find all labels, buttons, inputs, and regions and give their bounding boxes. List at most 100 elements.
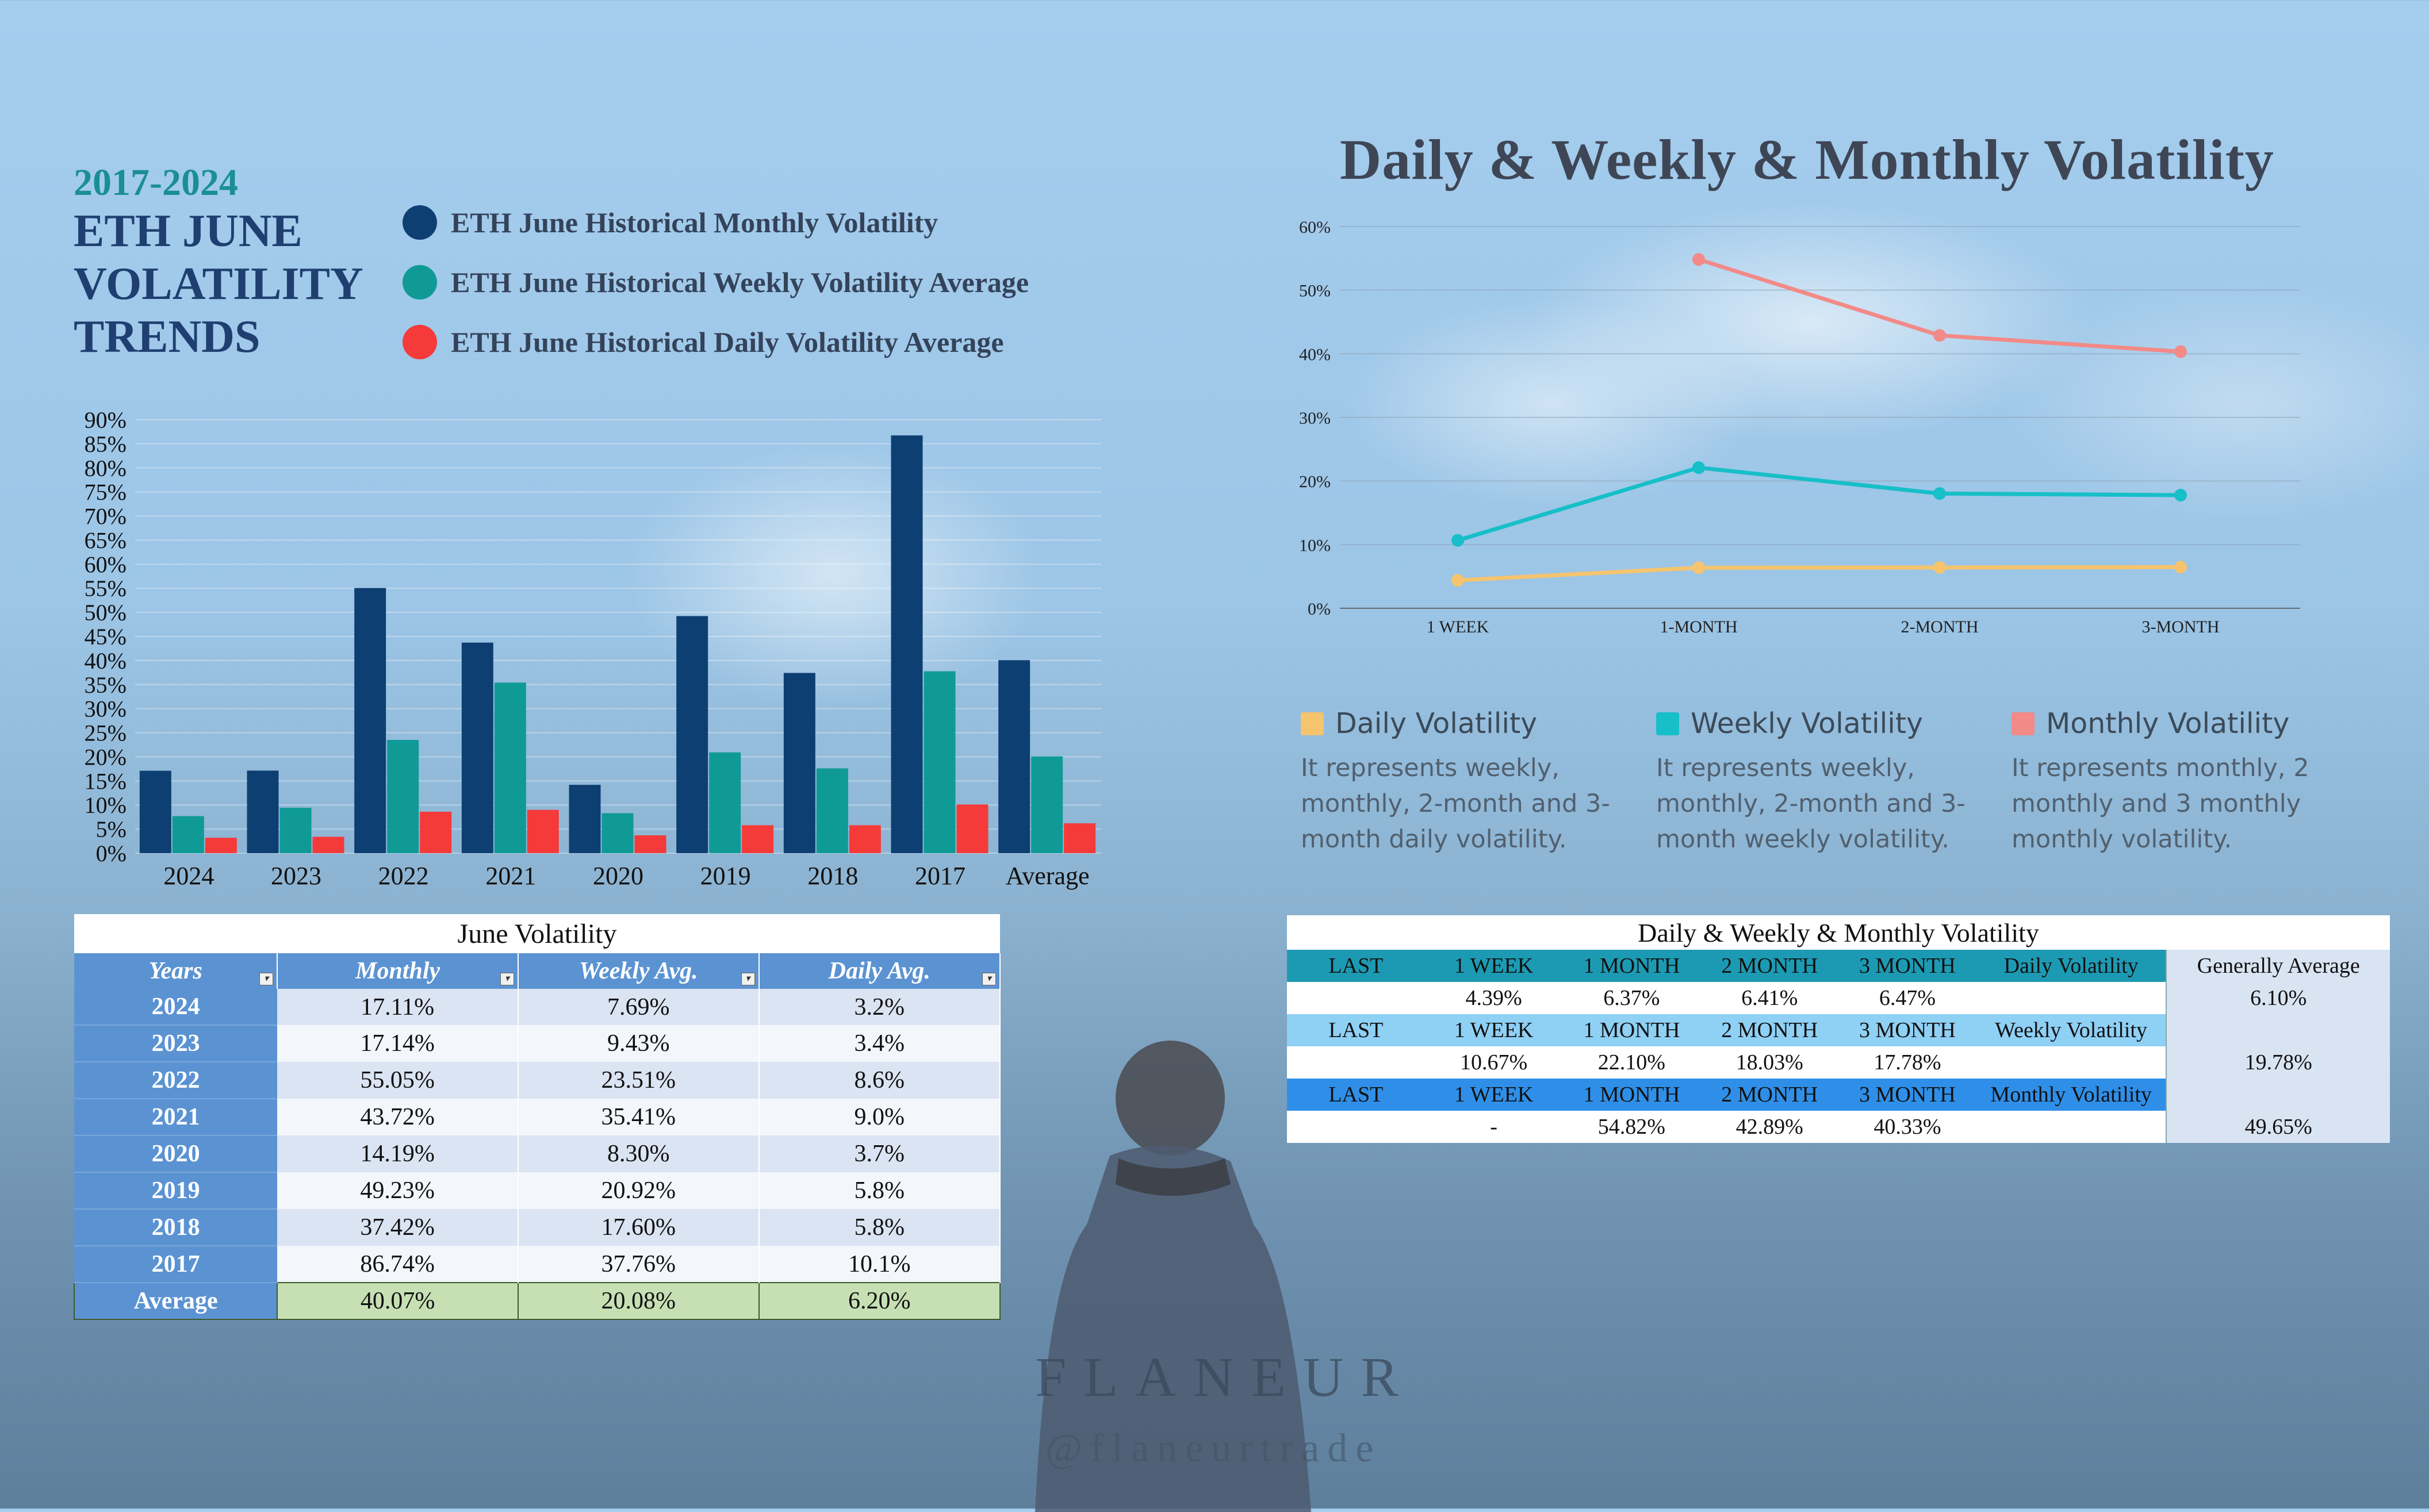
col-header-years-label: Years [148, 958, 202, 984]
table-cell: 1 WEEK [1424, 1079, 1563, 1111]
bar-xtick-label: 2022 [378, 862, 429, 890]
bar-chart: 0%5%10%15%20%25%30%35%40%45%50%55%60%65%… [85, 407, 1101, 890]
table-cell [1976, 1111, 2167, 1143]
bar-xtick-label: 2021 [485, 862, 536, 890]
line-series-weekly [1457, 465, 2181, 543]
bar-weekly [601, 813, 634, 853]
title-line-3: TRENDS [74, 311, 260, 362]
bar-daily [956, 804, 989, 853]
line-legend-weekly-name: Weekly Volatility [1691, 707, 1924, 740]
bar-xtick-label: 2019 [700, 862, 751, 890]
col-header-years[interactable]: Years ▾ [74, 953, 278, 989]
legend-item-daily: ETH June Historical Daily Volatility Ave… [403, 312, 1029, 372]
line-chart: 0% 10% 20% 30% 40% 50% 60% 1 WEEK 1-MONTH 2-MONTH… [1299, 218, 2300, 636]
table-cell: 17.78% [1838, 1046, 1976, 1079]
filter-dropdown-icon[interactable]: ▾ [500, 973, 514, 985]
table-cell [2166, 1079, 2390, 1111]
bar-daily [634, 835, 666, 853]
bar-ytick-label: 90% [85, 407, 127, 433]
table-cell: 10.1% [758, 1246, 1001, 1283]
table-cell: 3 MONTH [1838, 950, 1976, 982]
legend-item-monthly: ETH June Historical Monthly Volatility [403, 193, 1029, 252]
average-cell: 6.20% [758, 1282, 1001, 1320]
bar-xtick-label: 2017 [915, 862, 966, 890]
table-cell: Daily Volatility [1976, 950, 2167, 982]
table-cell: 5.8% [758, 1172, 1001, 1209]
line-legend-monthly-name: Monthly Volatility [2046, 707, 2290, 740]
bar-monthly [139, 770, 171, 853]
bar-ytick-label: 25% [85, 720, 127, 746]
table-cell [1287, 1111, 1425, 1143]
line-point-weekly [2174, 489, 2187, 502]
bar-ytick-label: 55% [85, 575, 127, 601]
bar-monthly [569, 785, 601, 853]
bar-xtick-label: 2020 [593, 862, 643, 890]
bar-ytick-label: 30% [85, 696, 127, 722]
table-cell: 43.72% [277, 1099, 519, 1135]
bar-weekly [494, 682, 526, 853]
table-cell: 35.41% [518, 1099, 760, 1135]
line-xtick-label: 3-MONTH [2142, 617, 2220, 636]
table-cell: 23.51% [518, 1062, 760, 1099]
bar-monthly [783, 673, 815, 853]
table-cell: 6.41% [1700, 982, 1839, 1014]
table-row: 10.67% 22.10% 18.03% 17.78% 19.78% [1287, 1046, 2390, 1079]
row-year: 2021 [74, 1099, 278, 1136]
line-point-daily [1933, 561, 1946, 574]
col-header-weekly[interactable]: Weekly Avg. ▾ [518, 953, 760, 989]
table-cell: 2 MONTH [1700, 950, 1839, 982]
bar-daily [420, 811, 452, 853]
bar-monthly [998, 660, 1030, 853]
table-cell: 17.11% [277, 989, 519, 1025]
table-row: 2017 86.74% 37.76% 10.1% [74, 1246, 1001, 1283]
bar-daily [849, 825, 881, 853]
table-cell: 6.47% [1838, 982, 1976, 1014]
row-year: 2023 [74, 1025, 278, 1062]
table-row: LAST 1 WEEK 1 MONTH 2 MONTH 3 MONTH Monthly V… [1287, 1079, 2390, 1111]
table-cell: 37.42% [277, 1209, 519, 1246]
line-point-daily [1451, 574, 1464, 587]
average-row: Average 40.07% 20.08% 6.20% [73, 1282, 1001, 1320]
table-cell: Monthly Volatility [1976, 1079, 2167, 1111]
table-cell: 3.4% [758, 1025, 1001, 1062]
table-cell: 14.19% [277, 1135, 519, 1172]
table-cell [1976, 982, 2167, 1014]
row-year: 2024 [74, 989, 278, 1026]
line-ytick-label: 20% [1299, 473, 1331, 492]
table-cell: 1 MONTH [1562, 1079, 1701, 1111]
june-volatility-table: June Volatility Years ▾ Monthly ▾ Weekly A… [73, 914, 1001, 1320]
bar-ytick-label: 10% [85, 792, 127, 818]
legend-dot-weekly-icon [403, 265, 437, 300]
table-cell: 10.67% [1424, 1046, 1563, 1079]
bar-ytick-label: 35% [85, 672, 127, 698]
table-cell: 19.78% [2166, 1046, 2390, 1079]
bar-ytick-label: 60% [85, 551, 127, 577]
title-line-1: ETH JUNE [74, 205, 302, 256]
filter-dropdown-icon[interactable]: ▾ [982, 973, 996, 985]
table-cell: - [1424, 1111, 1563, 1143]
table-cell: 9.43% [518, 1025, 760, 1062]
bar-daily [1064, 823, 1096, 853]
bar-ytick-label: 85% [85, 431, 127, 457]
col-header-monthly[interactable]: Monthly ▾ [277, 953, 519, 989]
bar-monthly [247, 770, 279, 853]
line-point-daily [2174, 561, 2187, 574]
col-header-daily[interactable]: Daily Avg. ▾ [758, 953, 1001, 989]
table-cell: 3.2% [758, 989, 1001, 1025]
line-point-monthly [1933, 329, 1946, 342]
legend-square-daily-icon [1301, 712, 1324, 735]
table-row: 2022 55.05% 23.51% 8.6% [74, 1062, 1001, 1099]
bar-ytick-label: 5% [96, 816, 127, 842]
table-cell: 3 MONTH [1838, 1079, 1976, 1111]
bar-xtick-label: 2024 [163, 862, 214, 890]
table-cell: 9.0% [758, 1099, 1001, 1135]
line-legend-weekly: Weekly Volatility It represents weekly, … [1656, 707, 1978, 857]
line-xtick-label: 1-MONTH [1660, 617, 1738, 636]
table-cell: 42.89% [1700, 1111, 1839, 1143]
line-series-daily [1457, 565, 2181, 582]
table-cell: 49.65% [2166, 1111, 2390, 1143]
table-cell: 22.10% [1562, 1046, 1701, 1079]
filter-dropdown-icon[interactable]: ▾ [259, 973, 274, 985]
filter-dropdown-icon[interactable]: ▾ [741, 973, 755, 985]
legend-square-monthly-icon [2012, 712, 2035, 735]
